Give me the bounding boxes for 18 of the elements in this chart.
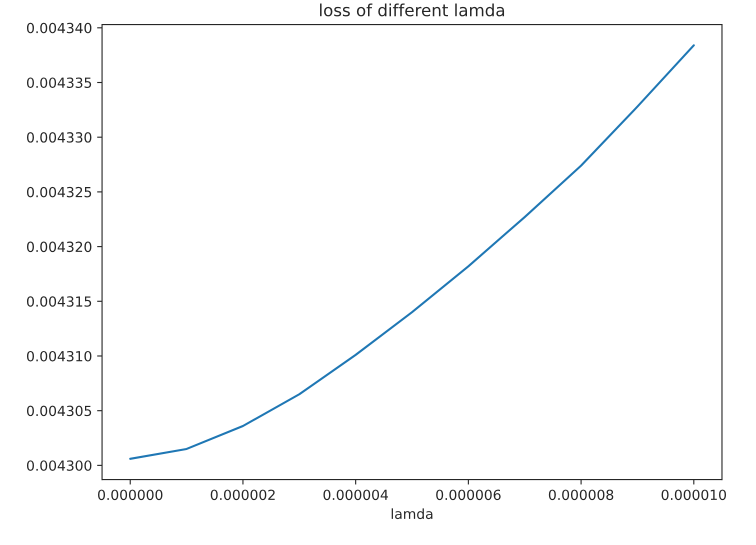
x-axis-title: lamda [392,508,432,520]
y-tick-label: 0.004340 [26,22,92,34]
x-tick-label: 0.000002 [210,490,275,500]
y-tick-label: 0.004305 [26,406,92,416]
x-tick-label: 0.000010 [662,490,726,500]
x-tick-label: 0.000000 [98,490,162,500]
line-series [129,44,695,460]
x-tick-label: 0.000006 [436,490,501,500]
y-tick-label: 0.004325 [26,186,92,198]
y-tick-label: 0.004310 [26,350,92,362]
y-tick-label: 0.004335 [26,77,92,88]
y-tick-label: 0.004320 [26,242,92,252]
y-tick-label: 0.004330 [26,132,92,143]
y-tick-label: 0.004300 [26,460,92,471]
x-tick-label: 0.000004 [323,490,388,500]
y-tick-label: 0.004315 [26,296,92,307]
x-tick-label: 0.000008 [548,490,614,500]
chart-title: loss of different lamda [320,4,504,16]
